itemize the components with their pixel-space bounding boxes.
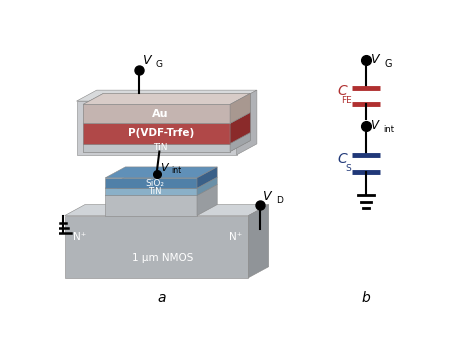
Polygon shape xyxy=(105,185,217,195)
Polygon shape xyxy=(83,133,250,143)
Polygon shape xyxy=(83,112,250,124)
Polygon shape xyxy=(197,167,217,188)
Polygon shape xyxy=(230,112,250,143)
Polygon shape xyxy=(230,94,250,124)
Text: int: int xyxy=(383,125,395,134)
Polygon shape xyxy=(76,90,257,101)
Polygon shape xyxy=(76,101,237,155)
Polygon shape xyxy=(83,143,230,151)
Text: Au: Au xyxy=(152,109,169,119)
Polygon shape xyxy=(197,185,217,216)
Polygon shape xyxy=(83,112,250,124)
Text: $V$: $V$ xyxy=(370,53,382,66)
Polygon shape xyxy=(230,112,250,143)
Polygon shape xyxy=(83,133,250,143)
Polygon shape xyxy=(105,167,217,178)
Polygon shape xyxy=(83,94,250,104)
Text: $V$: $V$ xyxy=(370,119,381,132)
Polygon shape xyxy=(237,90,257,155)
Text: S: S xyxy=(346,164,351,173)
Text: TiN: TiN xyxy=(148,187,162,196)
Text: $V$: $V$ xyxy=(142,54,153,67)
Polygon shape xyxy=(65,205,269,216)
Polygon shape xyxy=(105,177,217,188)
Polygon shape xyxy=(83,124,230,143)
Text: b: b xyxy=(362,291,370,305)
Text: int: int xyxy=(171,166,182,175)
Polygon shape xyxy=(230,94,250,124)
Text: N⁺: N⁺ xyxy=(229,232,242,242)
Polygon shape xyxy=(105,195,197,216)
Polygon shape xyxy=(197,177,217,195)
Polygon shape xyxy=(65,216,248,278)
Polygon shape xyxy=(83,104,230,124)
Text: $C$: $C$ xyxy=(337,152,349,166)
Polygon shape xyxy=(248,205,269,278)
Text: N⁺: N⁺ xyxy=(73,232,86,242)
Text: $V$: $V$ xyxy=(263,190,274,203)
Polygon shape xyxy=(83,143,230,151)
Text: G: G xyxy=(155,60,162,69)
Text: TiN: TiN xyxy=(154,143,168,152)
Polygon shape xyxy=(230,133,250,151)
Polygon shape xyxy=(83,94,250,104)
Polygon shape xyxy=(230,133,250,151)
Text: D: D xyxy=(276,196,283,205)
Text: G: G xyxy=(384,59,392,69)
Text: 1 μm NMOS: 1 μm NMOS xyxy=(132,253,193,262)
Text: $C$: $C$ xyxy=(337,84,349,98)
Text: P(VDF-Trfe): P(VDF-Trfe) xyxy=(128,128,194,139)
Polygon shape xyxy=(83,104,230,124)
Text: FE: FE xyxy=(341,96,352,105)
Polygon shape xyxy=(83,124,230,143)
Text: a: a xyxy=(158,291,166,305)
Text: $V$: $V$ xyxy=(160,161,170,173)
Text: SiO₂: SiO₂ xyxy=(146,178,164,187)
Polygon shape xyxy=(105,188,197,195)
Polygon shape xyxy=(105,178,197,188)
